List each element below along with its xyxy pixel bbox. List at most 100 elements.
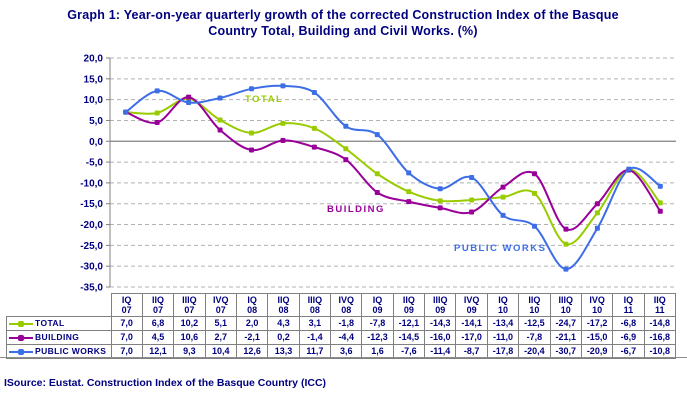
table-cell: -17,2 — [580, 316, 614, 331]
data-point-marker-total — [280, 120, 286, 126]
table-cell: 4,3 — [267, 316, 300, 331]
data-point-marker-public-works — [594, 225, 600, 231]
table-cell: -1,8 — [330, 316, 363, 331]
table-col-header: IIQ 09 — [392, 293, 426, 317]
table-col-header: IIIQ 07 — [173, 293, 206, 317]
table-cell: -12,5 — [518, 316, 551, 331]
data-point-marker-building — [594, 201, 600, 207]
series-building — [123, 94, 663, 232]
data-point-marker-public-works — [469, 174, 475, 180]
table-col-header: IIQ 11 — [643, 293, 677, 317]
table-cell: 7,0 — [110, 316, 143, 331]
table-cell: -13,4 — [486, 316, 520, 331]
data-point-marker-total — [594, 210, 600, 216]
table-cell: -17,8 — [486, 344, 520, 359]
chart-title-line2: Country Total, Building and Civil Works.… — [208, 24, 478, 38]
data-point-marker-public-works — [280, 83, 286, 89]
y-axis-label: -10,0 — [80, 178, 103, 189]
data-point-marker-total — [374, 171, 380, 177]
table-cell: -17,0 — [455, 330, 488, 345]
series-public-works — [123, 83, 663, 272]
table-cell: 11,7 — [298, 344, 332, 359]
table-cell: -6,9 — [612, 330, 645, 345]
data-point-marker-building — [657, 208, 663, 214]
data-point-marker-total — [657, 200, 663, 206]
data-point-marker-total — [563, 241, 569, 247]
data-point-marker-public-works — [626, 166, 632, 172]
table-cell: -15,0 — [580, 330, 614, 345]
y-axis-label: -25,0 — [80, 241, 103, 252]
table-cell: 12,1 — [141, 344, 175, 359]
table-cell: 2,7 — [204, 330, 237, 345]
data-point-marker-total — [249, 130, 254, 136]
series-label-building: BUILDING — [327, 204, 385, 215]
series-label-total: TOTAL — [245, 94, 284, 105]
source-note: ISource: Eustat. Construction Index of t… — [4, 377, 327, 389]
table-cell: 10,6 — [173, 330, 206, 345]
table-row: PUBLIC WORKS 7,0 12,1 9,3 10,4 12,6 13,3 11,7 3,… — [6, 344, 677, 359]
y-axis-label: -20,0 — [80, 220, 103, 231]
data-point-marker-public-works — [186, 100, 192, 106]
data-point-marker-public-works — [532, 223, 537, 229]
table-cell: -14,5 — [392, 330, 426, 345]
series-label-public-works: PUBLIC WORKS — [454, 243, 547, 254]
table-cell: -16,8 — [643, 330, 677, 345]
table-row-label-public-works: PUBLIC WORKS — [6, 344, 112, 359]
data-point-marker-public-works — [563, 266, 569, 272]
data-point-marker-total — [437, 198, 443, 204]
data-point-marker-public-works — [154, 88, 160, 94]
table-cell: -14,1 — [455, 316, 488, 331]
table-col-header: IIIQ 09 — [424, 293, 457, 317]
table-cell: -2,1 — [235, 330, 269, 345]
data-point-marker-public-works — [217, 95, 223, 101]
table-col-header: IIQ 08 — [267, 293, 300, 317]
gridlines: 20,0 15,0 10,0 5,0 0,0 -5,0 -10,0 -15,0 -20,0 -25… — [80, 54, 676, 294]
data-point-marker-public-works — [343, 123, 349, 129]
table-cell: -20,9 — [580, 344, 614, 359]
y-axis-label: -5,0 — [86, 158, 104, 169]
table-cell: 12,6 — [235, 344, 269, 359]
data-point-marker-building — [154, 120, 160, 126]
data-point-marker-public-works — [374, 132, 380, 138]
chart-canvas: 20,0 15,0 10,0 5,0 0,0 -5,0 -10,0 -15,0 -20,0 -25… — [80, 54, 676, 294]
data-point-marker-total — [406, 189, 412, 195]
data-point-marker-public-works — [406, 170, 412, 176]
table-col-header: IVQ 10 — [580, 293, 614, 317]
table-cell: -1,4 — [298, 330, 332, 345]
table-cell: 4,5 — [141, 330, 175, 345]
table-col-header: IQ 07 — [110, 293, 143, 317]
table-cell: -20,4 — [518, 344, 551, 359]
series-line-building — [124, 96, 662, 231]
data-point-marker-total — [469, 197, 475, 203]
table-cell: -11,4 — [424, 344, 457, 359]
table-col-header: IVQ 07 — [204, 293, 237, 317]
table-cell: 3,6 — [330, 344, 363, 359]
data-point-marker-building — [437, 205, 443, 211]
table-cell: -24,7 — [549, 316, 582, 331]
table-cell: 5,1 — [204, 316, 237, 331]
legend-series-name: TOTAL — [35, 318, 65, 328]
data-point-marker-public-works — [123, 109, 129, 115]
table-col-header: IIQ 07 — [141, 293, 175, 317]
y-axis-label: 10,0 — [84, 95, 104, 106]
legend-line-marker-icon — [9, 348, 33, 355]
data-point-marker-total — [343, 146, 349, 152]
table-cell: -11,0 — [486, 330, 520, 345]
table-row: BUILDING 7,0 4,5 10,6 2,7 -2,1 0,2 -1,4 -4,4 -12,… — [6, 330, 677, 345]
data-point-marker-total — [500, 194, 506, 200]
table-cell: -12,1 — [392, 316, 426, 331]
data-point-marker-total — [154, 110, 160, 116]
data-point-marker-building — [249, 147, 254, 153]
table-col-header: IIQ 10 — [518, 293, 551, 317]
table-row: TOTAL 7,0 6,8 10,2 5,1 2,0 4,3 3,1 -1,8 -7,8 -12,1… — [6, 316, 677, 331]
table-col-header: IIIQ 08 — [298, 293, 332, 317]
data-point-marker-building — [217, 127, 223, 133]
data-point-marker-building — [374, 189, 380, 195]
data-point-marker-building — [186, 94, 192, 100]
chart-title: Graph 1: Year-on-year quarterly growth o… — [33, 7, 653, 39]
data-point-marker-building — [469, 209, 475, 215]
table-col-header: IVQ 08 — [330, 293, 363, 317]
data-point-marker-public-works — [437, 186, 443, 192]
data-point-marker-building — [406, 199, 412, 205]
legend-line-marker-icon — [9, 334, 33, 341]
